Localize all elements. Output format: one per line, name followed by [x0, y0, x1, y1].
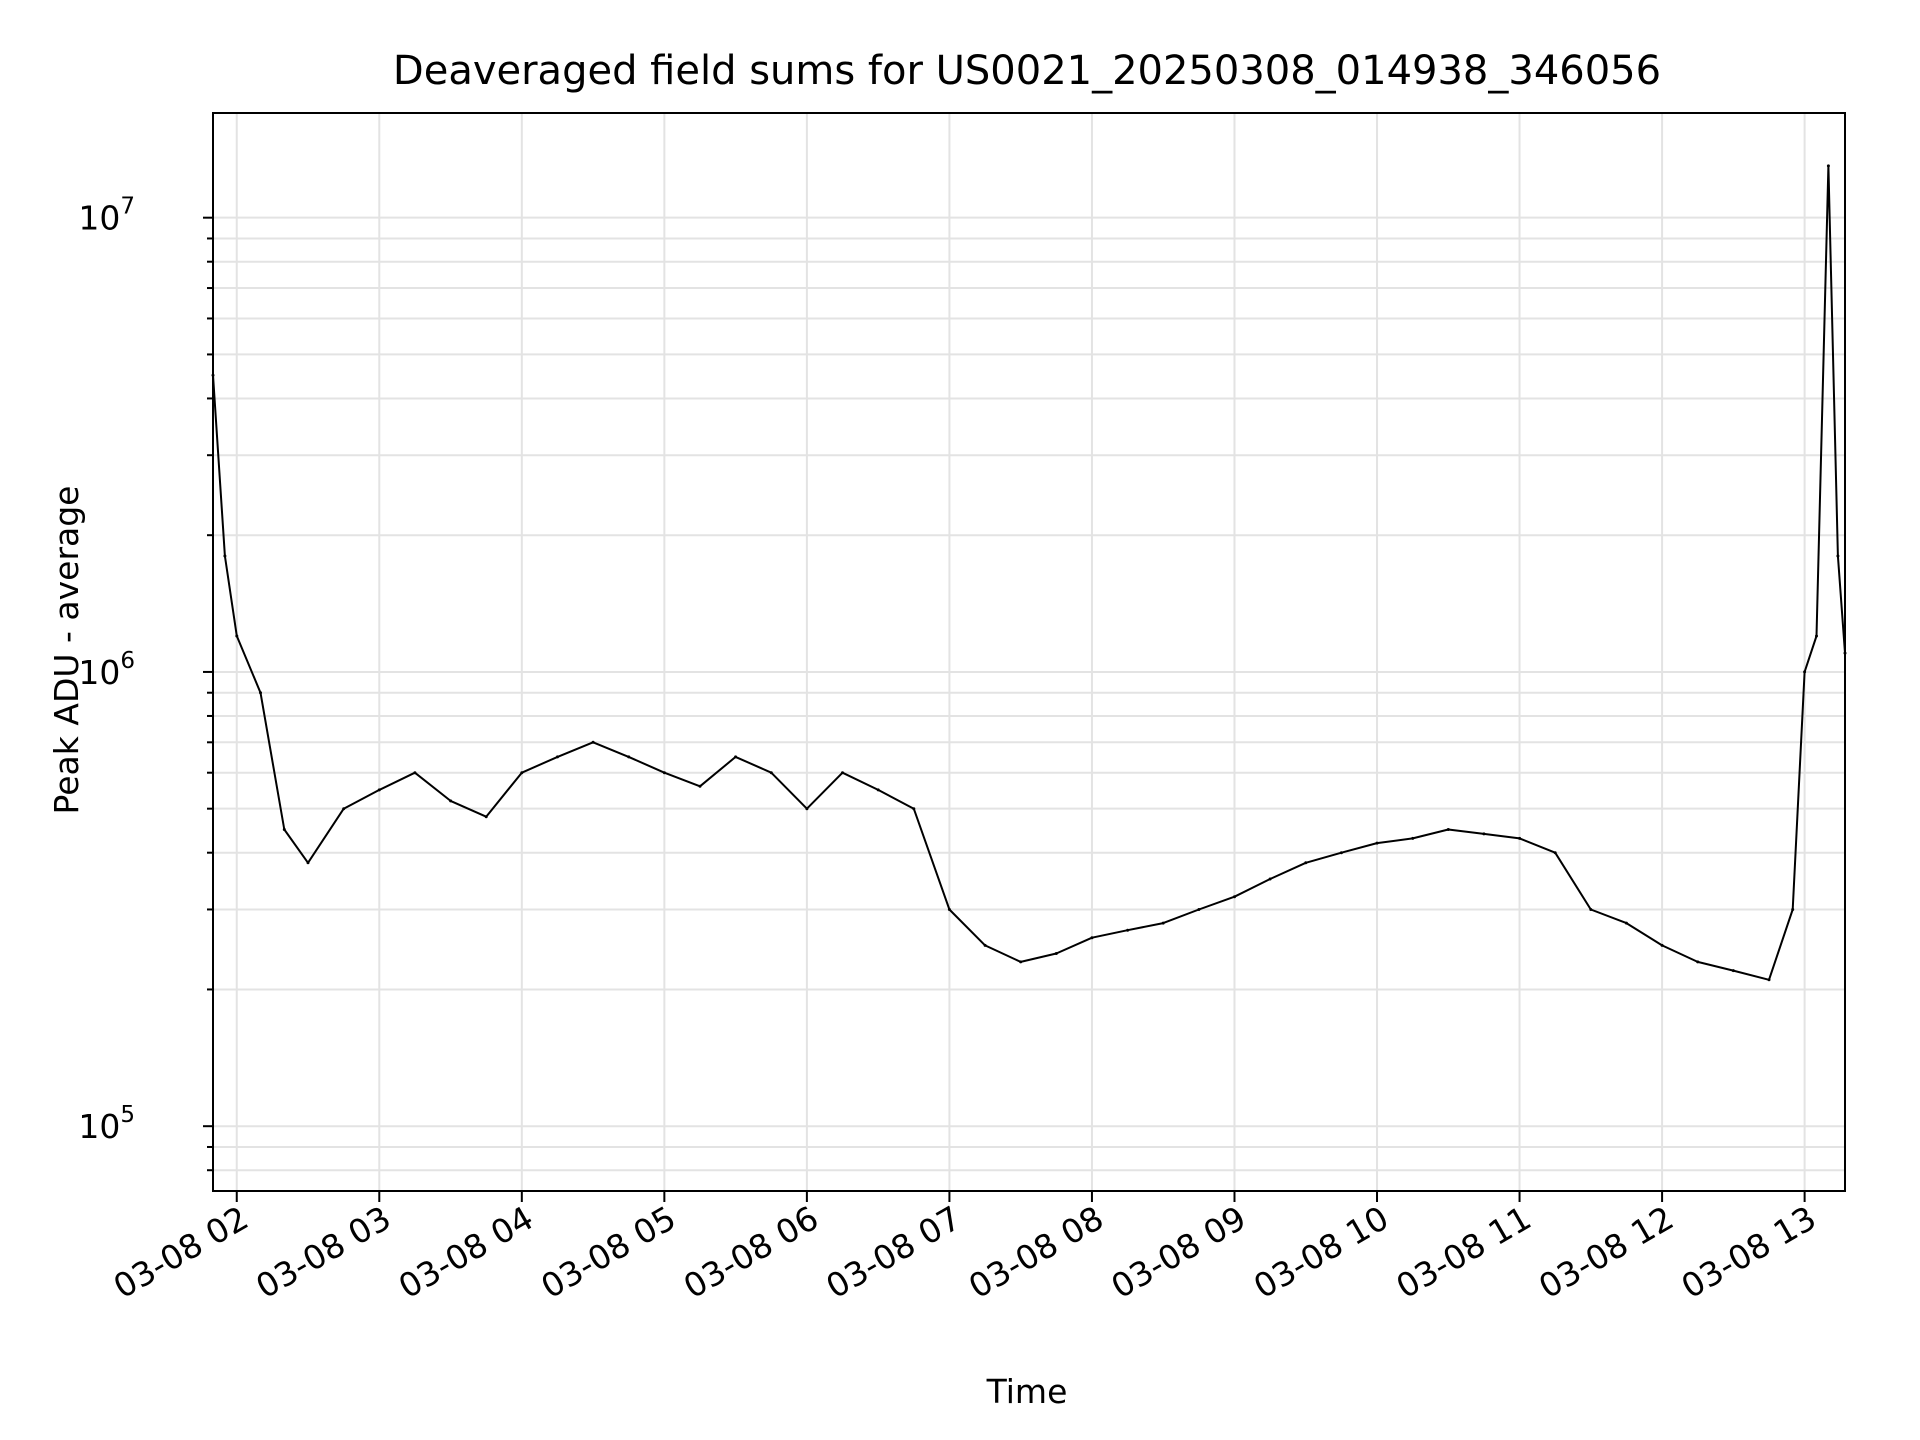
data-point — [1126, 928, 1130, 932]
data-point — [449, 799, 453, 803]
data-point — [1304, 861, 1308, 865]
data-point — [1054, 952, 1058, 955]
data-point — [282, 828, 286, 831]
y-tick-exponent: 7 — [120, 194, 135, 220]
y-tick-base: 10 — [78, 653, 120, 692]
data-point — [1482, 832, 1486, 836]
data-point — [1696, 960, 1700, 964]
data-point — [769, 771, 773, 775]
data-point — [591, 740, 595, 744]
data-point — [1375, 841, 1379, 845]
y-tick-label: 107 — [78, 194, 135, 238]
data-point — [1589, 908, 1593, 911]
data-point — [1660, 943, 1664, 947]
data-point — [1090, 936, 1094, 940]
y-tick-label: 105 — [78, 1102, 135, 1146]
data-point — [1553, 851, 1557, 855]
data-point — [947, 908, 951, 911]
data-point — [1803, 670, 1807, 674]
y-tick-exponent: 5 — [120, 1102, 135, 1128]
data-point — [1446, 828, 1450, 831]
data-point — [1019, 960, 1023, 964]
series-layer — [211, 164, 1847, 982]
data-point — [342, 807, 346, 811]
data-point — [1197, 908, 1201, 911]
data-point — [223, 554, 227, 558]
data-point — [413, 771, 417, 775]
data-point — [1767, 978, 1771, 982]
series-0 — [211, 164, 1847, 982]
data-point — [1836, 554, 1840, 558]
data-point — [1161, 921, 1165, 925]
data-point — [1624, 921, 1628, 925]
y-axis-label: Peak ADU - average — [47, 486, 86, 815]
data-point — [1815, 634, 1818, 638]
data-point — [698, 784, 702, 788]
data-point — [876, 788, 880, 792]
chart-title: Deaveraged field sums for US0021_2025030… — [393, 48, 1661, 94]
data-point — [627, 755, 631, 759]
data-point — [235, 634, 239, 638]
y-tick-exponent: 6 — [120, 648, 135, 674]
data-point — [662, 771, 666, 775]
data-point — [1731, 969, 1735, 973]
data-point — [520, 771, 524, 775]
data-point — [484, 815, 488, 819]
y-tick-label: 106 — [78, 648, 135, 692]
data-point — [1518, 836, 1522, 840]
data-point — [1233, 895, 1236, 899]
data-point — [841, 771, 844, 775]
y-tick-base: 10 — [78, 199, 120, 238]
data-point — [1791, 908, 1795, 911]
data-point — [1268, 877, 1272, 881]
data-point — [1411, 836, 1415, 840]
data-point — [912, 807, 916, 811]
grid — [213, 113, 1845, 1191]
data-point — [734, 755, 738, 759]
data-point — [805, 807, 809, 811]
x-axis-label: Time — [986, 1372, 1068, 1411]
y-tick-base: 10 — [78, 1107, 120, 1146]
data-point — [556, 755, 559, 759]
data-point — [983, 943, 987, 947]
data-point — [1339, 851, 1343, 855]
data-point — [1826, 164, 1830, 168]
data-point — [306, 861, 310, 865]
data-point — [259, 691, 262, 695]
data-point — [377, 788, 381, 792]
plot-frame — [212, 112, 1846, 1192]
